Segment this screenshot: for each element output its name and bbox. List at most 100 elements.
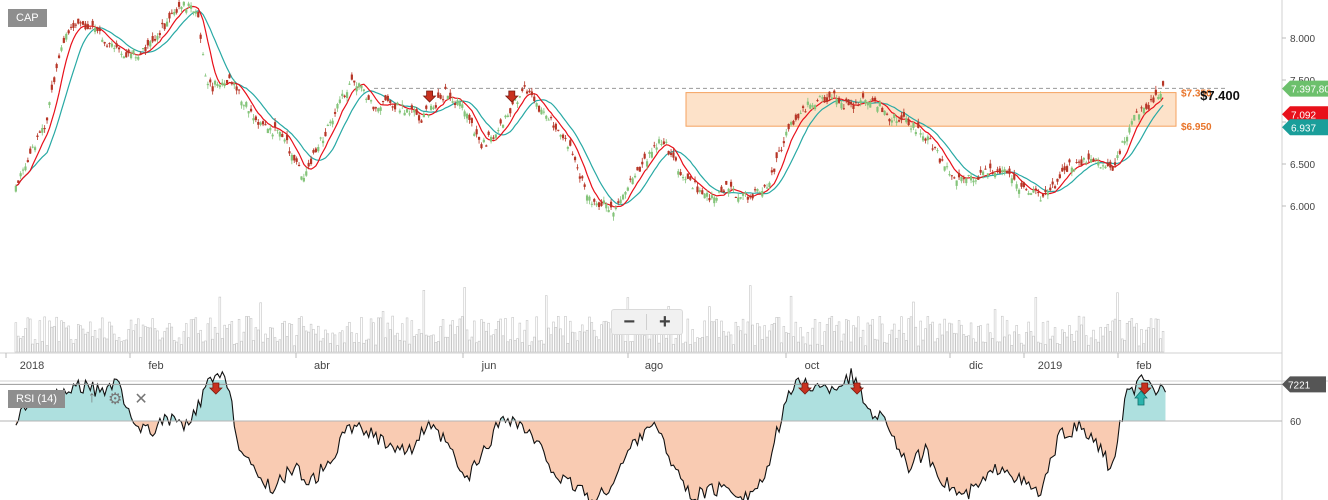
rsi-down-arrow	[1137, 382, 1152, 395]
rsi-tag[interactable]: RSI (14)	[8, 390, 65, 408]
candle-body	[768, 182, 771, 188]
gear-icon[interactable]: ⚙	[108, 391, 123, 408]
candle-body	[319, 137, 322, 139]
volume-bar	[84, 333, 87, 353]
volume-bar	[593, 329, 596, 353]
candle-body	[977, 177, 980, 180]
volume-bar	[41, 341, 44, 353]
candle-body	[477, 137, 481, 140]
candle-body	[593, 199, 596, 202]
candle-body	[705, 192, 709, 197]
candle-body	[417, 115, 421, 121]
close-icon[interactable]: ✕	[134, 391, 148, 408]
candle-body	[329, 121, 332, 124]
candle-body	[333, 112, 337, 114]
candle-body	[1147, 105, 1150, 110]
candle-body	[362, 89, 365, 91]
volume-bar	[1111, 320, 1114, 353]
candle-body	[566, 146, 569, 149]
volume-bar	[753, 345, 757, 353]
candle-body	[1022, 182, 1025, 188]
volume-bar	[108, 321, 111, 353]
volume-bar	[547, 327, 550, 353]
volume-bar	[422, 290, 426, 353]
candle-body	[691, 188, 694, 190]
candle-body	[153, 39, 157, 41]
volume-bar	[1118, 320, 1122, 353]
candle-body	[525, 91, 529, 94]
candle-body	[960, 177, 963, 182]
candle-body	[945, 166, 949, 168]
volume-bar	[278, 339, 282, 353]
volume-bar	[720, 320, 723, 353]
volume-bar	[523, 329, 526, 353]
zoom-out-button[interactable]: −	[623, 310, 635, 333]
volume-bar	[266, 338, 270, 353]
candle-body	[242, 105, 245, 107]
candle-body	[1073, 168, 1076, 171]
volume-bar	[110, 325, 114, 353]
candle-body	[437, 92, 440, 98]
candle-body	[206, 83, 209, 86]
candle-body	[590, 203, 593, 205]
zoom-in-button[interactable]: +	[658, 310, 671, 333]
volume-bar	[499, 318, 502, 353]
volume-bar	[67, 325, 70, 353]
volume-bar	[434, 342, 438, 353]
volume-bar	[861, 329, 865, 353]
candle-body	[38, 131, 41, 133]
candle-body	[53, 77, 56, 83]
volume-bar	[1001, 315, 1004, 353]
candle-body	[369, 100, 373, 102]
volume-bar	[672, 343, 675, 353]
volume-bar	[321, 338, 325, 353]
candle-body	[955, 180, 958, 186]
candle-body	[1005, 170, 1009, 174]
volume-bar	[259, 302, 262, 353]
move-up-icon[interactable]: ↑	[88, 389, 96, 406]
candle-body	[926, 136, 929, 141]
volume-bar	[739, 330, 742, 353]
volume-bar	[285, 336, 289, 353]
candle-body	[1111, 166, 1114, 171]
volume-bar	[77, 324, 80, 353]
volume-bar	[105, 338, 109, 353]
rsi-down-arrow	[850, 382, 865, 395]
volume-bar	[900, 316, 903, 353]
volume-bar	[1161, 331, 1165, 353]
candle-body	[1044, 189, 1047, 193]
candle-body	[530, 91, 533, 96]
candle-body	[653, 145, 656, 147]
volume-bar	[989, 332, 992, 353]
candle-body	[31, 146, 34, 148]
candle-body	[497, 130, 500, 132]
candle-body	[871, 98, 874, 101]
candle-body	[1159, 93, 1162, 99]
volume-bar	[50, 326, 54, 353]
candle-body	[189, 5, 193, 9]
volume-bar	[482, 321, 486, 353]
volume-bar	[588, 316, 591, 353]
candle-body	[60, 47, 63, 51]
candle-body	[595, 203, 598, 206]
candle-body	[672, 152, 675, 158]
volume-bar	[775, 317, 778, 353]
volume-bar	[204, 340, 207, 353]
candle-body	[571, 153, 574, 155]
volume-bar	[302, 326, 306, 353]
volume-bar	[405, 317, 409, 353]
volume-bar	[1051, 335, 1054, 353]
candle-body	[840, 103, 843, 109]
candle-body	[165, 21, 169, 27]
volume-bar	[869, 324, 872, 353]
volume-bar	[345, 326, 349, 353]
candle-body	[1092, 158, 1095, 161]
price-down-arrow	[504, 90, 519, 103]
candle-body	[518, 96, 521, 98]
candle-body	[792, 120, 795, 125]
candle-body	[1109, 161, 1112, 168]
candle-body	[1161, 81, 1165, 86]
volume-bar	[871, 319, 874, 353]
candle-body	[482, 139, 485, 143]
